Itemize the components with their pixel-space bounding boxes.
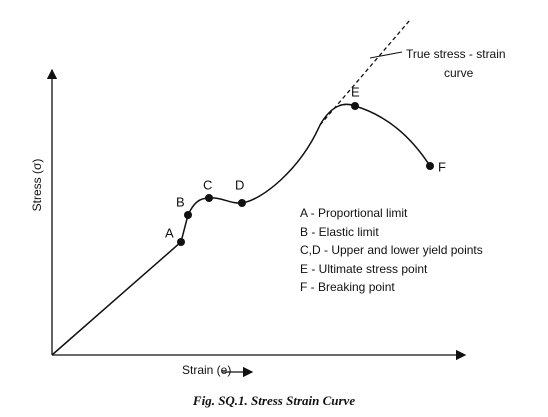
annotation: True stress - strain — [406, 47, 506, 61]
legend-item: B - Elastic limit — [300, 225, 379, 239]
point — [238, 199, 246, 207]
legend-item: F - Breaking point — [300, 280, 395, 294]
leader-line — [369, 51, 403, 59]
true-stress-curve — [319, 19, 411, 126]
point-label: B — [176, 194, 185, 209]
point-label: F — [438, 159, 446, 174]
point-label: C — [203, 177, 212, 192]
point — [177, 238, 185, 246]
stress-strain-curve — [51, 103, 431, 356]
y-axis-label: Stress (σ) — [30, 159, 44, 212]
point — [351, 102, 359, 110]
axes — [46, 68, 467, 378]
point-label: D — [235, 177, 244, 192]
point — [205, 194, 213, 202]
point — [184, 211, 192, 219]
legend-item: C,D - Upper and lower yield points — [300, 243, 483, 257]
legend-item: E - Ultimate stress point — [300, 262, 428, 276]
point — [426, 162, 434, 170]
legend-item: A - Proportional limit — [300, 206, 408, 220]
point-label: E — [351, 84, 360, 99]
caption: Fig. SQ.1. Stress Strain Curve — [192, 393, 355, 408]
annotation: curve — [444, 66, 474, 80]
point-label: A — [165, 225, 174, 240]
x-axis-label: Strain (e) — [182, 363, 231, 377]
points — [177, 102, 434, 246]
